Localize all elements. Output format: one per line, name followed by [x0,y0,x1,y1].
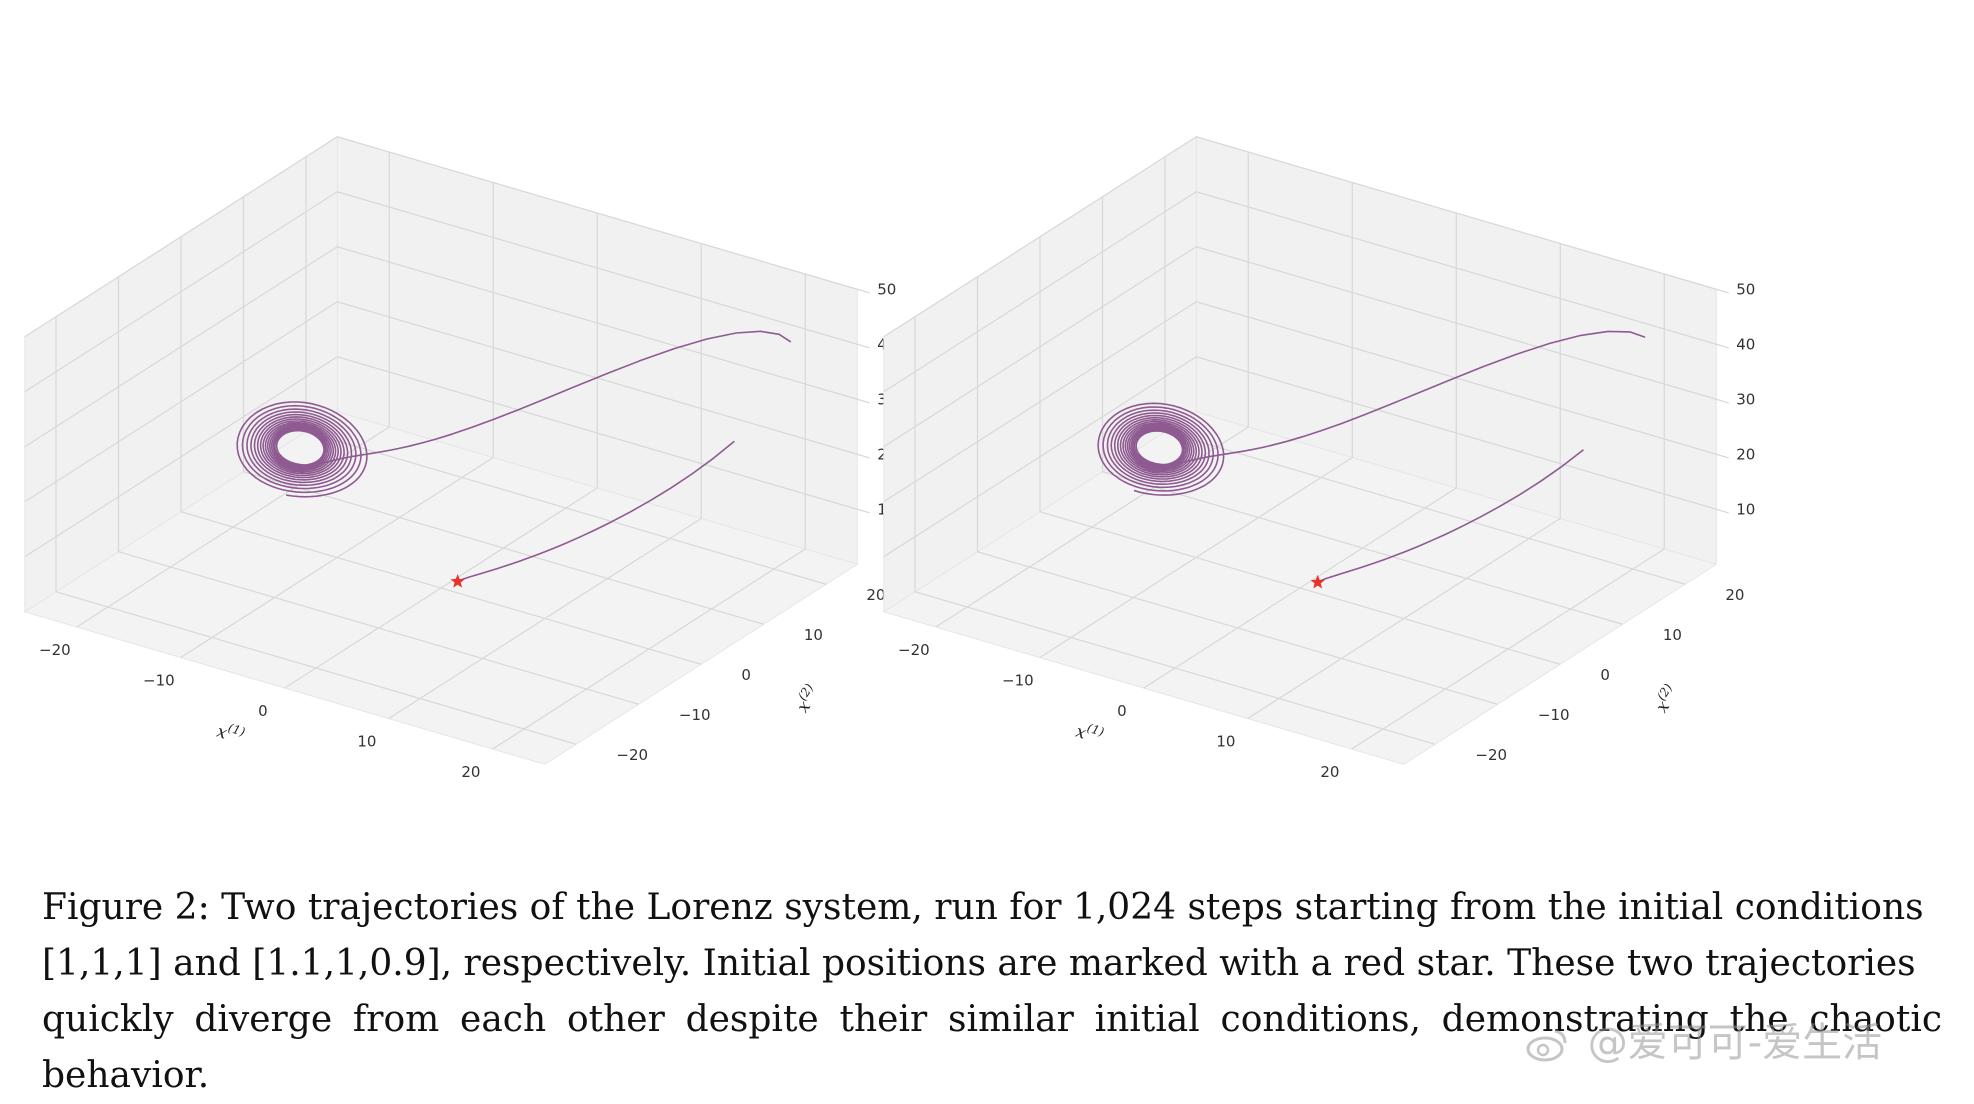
z-tick-label: 40 [1736,335,1755,353]
y-tick-label: −10 [1538,706,1570,724]
z-tick-mark [1716,288,1729,294]
grid-line [883,356,1197,558]
watermark-text: @爱可可-爱生活 [1587,1020,1883,1066]
weibo-logo-icon [1526,1029,1567,1062]
watermark: @爱可可-爱生活 [1525,1010,1965,1070]
y-tick-label: −20 [616,746,648,764]
y-tick-label: 20 [866,586,885,604]
grid-line [24,136,338,338]
caption-line-1: Figure 2: Two trajectories of the Lorenz… [42,887,1924,928]
x-tick-label: 10 [1216,733,1235,751]
grid-line [337,136,858,290]
grid-line [1196,246,1717,400]
grid-line [1164,431,1686,585]
x-tick-label: −10 [1002,672,1034,690]
z-tick-label: 50 [877,280,896,298]
x-tick-label: −20 [39,641,71,659]
y-tick-label: 0 [741,666,751,684]
z-tick-label: 20 [1736,445,1755,463]
trajectory-line [1317,449,1584,584]
z-tick-mark [857,343,870,349]
x-tick-label: −10 [143,672,175,690]
y-tick-label: 0 [1600,666,1610,684]
grid-line [180,511,702,665]
start-star-marker [450,574,465,588]
grid-line [24,246,338,448]
z-tick-label: 10 [1736,500,1755,518]
grid-line [243,471,764,625]
y-tick-label: 20 [1725,586,1744,604]
grid-line [337,356,858,510]
x-tick-label: 20 [461,763,480,781]
grid-line [1247,517,1561,720]
x-tick-label: 0 [1117,702,1127,720]
y-axis-label: x(2) [790,681,825,717]
grid-line [883,301,1197,503]
grid-line [1351,548,1665,750]
grid-line [24,301,338,503]
x-tick-label: −20 [898,641,930,659]
x-tick-label: 10 [357,733,376,751]
grid-line [337,246,858,400]
z-tick-mark [857,288,870,294]
start-star-marker [1310,574,1325,589]
grid-line [1196,191,1717,345]
figure-2: −20 −10 0 10 20 −20 −10 0 10 20 10 20 30 40 50 x(1) x(2)… [23,135,1755,781]
grid-line [1196,356,1717,510]
z-tick-mark [857,508,870,514]
x-tick-label: 20 [1320,763,1339,781]
x-axis-label: x(1) [214,718,247,749]
z-tick-label: 30 [1736,390,1755,408]
y-tick-label: −20 [1475,746,1507,764]
grid-line [883,191,1197,393]
grid-line [492,548,806,750]
z-tick-mark [1716,343,1729,349]
z-tick-mark [1716,508,1729,514]
y-axis-label: x(2) [1649,681,1684,717]
grid-line [305,431,827,585]
x-tick-label: 0 [258,702,268,720]
grid-line [883,136,1197,338]
z-tick-label: 50 [1736,280,1755,298]
x-axis-label: x(1) [1073,718,1106,749]
y-tick-label: −10 [679,706,711,724]
trajectory-line [457,440,735,583]
grid-line [337,191,858,345]
z-tick-mark [1716,453,1729,459]
grid-line [24,356,338,558]
figure-caption: Figure 2: Two trajectories of the Lorenz… [42,880,1942,1104]
grid-line [1102,471,1623,625]
y-tick-label: 10 [804,626,823,644]
grid-line [388,517,702,720]
grid-line [1196,136,1717,290]
caption-line-3: quickly diverge from each other despite … [42,999,1942,1096]
trajectory-line [236,330,792,498]
caption-line-2: [1,1,1] and [1.1,1,0.9], respectively. I… [42,943,1916,984]
y-tick-label: 10 [1663,626,1682,644]
grid-line [1039,511,1561,665]
z-tick-mark [857,453,870,459]
trajectory-line [1097,330,1646,496]
grid-line [24,191,338,393]
lorenz-plot-2: −20 −10 0 10 20 −20 −10 0 10 20 10 20 30 40 50 x(1) x(2) [882,135,1755,781]
grid-line [883,246,1197,448]
z-tick-mark [857,398,870,404]
z-tick-mark [1716,398,1729,404]
